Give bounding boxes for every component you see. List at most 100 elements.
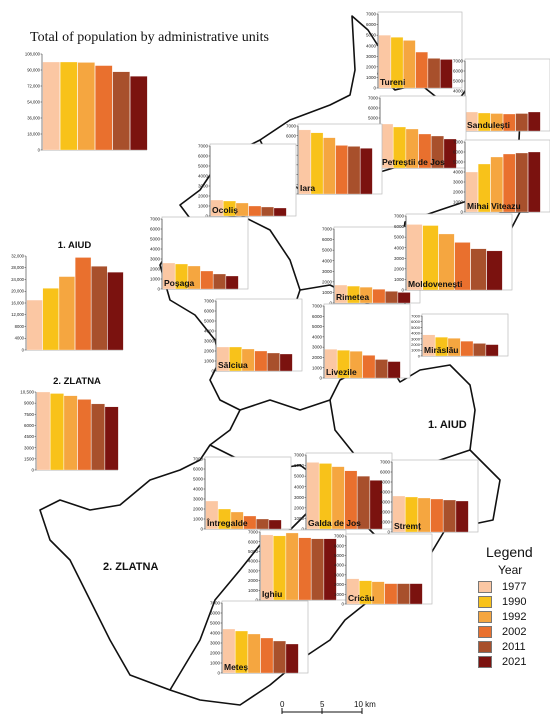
- y-tick-label: 1000: [248, 588, 259, 593]
- y-tick-label: 4000: [204, 329, 215, 334]
- chart-ocolis: 7000 6000 5000 4000 3000 2000 1000 0 Ocoliș: [198, 144, 297, 219]
- y-tick-label: 0: [329, 301, 332, 306]
- y-tick-label: 28,000: [11, 265, 24, 270]
- legend-title: Legend: [486, 544, 533, 560]
- y-tick-label: 2000: [204, 349, 215, 354]
- bar-2002: [418, 133, 432, 169]
- bar-2011: [385, 291, 398, 304]
- legend-swatch: [478, 580, 492, 593]
- y-tick-label: 5000: [210, 621, 221, 626]
- legend-swatch: [478, 640, 492, 653]
- bar-1992: [187, 265, 201, 290]
- y-tick-label: 8000: [15, 324, 25, 329]
- bar-1977: [306, 462, 320, 530]
- y-tick-label: 7000: [453, 140, 464, 145]
- y-tick-label: 0: [341, 602, 344, 607]
- bar-1990: [435, 336, 448, 357]
- bar-2002: [454, 242, 471, 291]
- y-tick-label: 7500: [24, 412, 35, 417]
- scale-label: 0: [280, 700, 285, 709]
- chart-moldovenesti: 7000 6000 5000 4000 3000 2000 1000 0 Moldoveneșt…: [394, 214, 513, 293]
- y-tick-label: 6000: [368, 106, 379, 111]
- y-tick-label: 72,000: [27, 83, 40, 88]
- chart-label-miraslau: Mirăslău: [424, 345, 459, 355]
- chart-rimetea: 7000 6000 5000 4000 3000 2000 1000 0 Rimetea: [322, 227, 421, 306]
- y-tick-label: 1000: [193, 517, 204, 522]
- bar-2021: [485, 344, 499, 357]
- scale-bar-graphic: [281, 708, 363, 714]
- bar-1977: [465, 171, 479, 213]
- bar-1990: [390, 37, 404, 89]
- y-tick-label: 2000: [453, 190, 464, 195]
- y-tick-label: 108,000: [25, 51, 41, 56]
- bar-2002: [362, 355, 376, 379]
- legend-item: 2021: [478, 654, 548, 669]
- scale-bar: 0 5 10 km: [270, 700, 410, 720]
- bar-2021: [273, 207, 287, 217]
- bar-1990: [229, 346, 242, 372]
- y-tick-label: 1000: [198, 204, 209, 209]
- y-tick-label: 6000: [294, 463, 305, 468]
- y-tick-label: 1000: [334, 592, 345, 597]
- legend-item: 1977: [478, 579, 548, 594]
- bar-1992: [359, 286, 373, 304]
- y-tick-label: 4000: [15, 336, 25, 341]
- y-tick-label: 4000: [380, 490, 391, 495]
- bar-1992: [58, 276, 75, 351]
- y-tick-label: 6000: [312, 314, 323, 319]
- bar-1977: [210, 199, 224, 217]
- y-tick-label: 90,000: [27, 67, 40, 72]
- bar-2021: [323, 538, 337, 601]
- bar-2021: [268, 519, 282, 530]
- bar-1977: [260, 534, 274, 601]
- bar-2011: [515, 113, 529, 132]
- y-tick-label: 0: [418, 353, 421, 358]
- y-tick-label: 4000: [294, 484, 305, 489]
- legend-swatch: [478, 610, 492, 623]
- bar-1992: [349, 351, 363, 379]
- y-tick-label: 1000: [312, 365, 323, 370]
- y-tick-label: 0: [31, 468, 34, 473]
- y-tick-label: 3000: [380, 500, 391, 505]
- bar-1992: [77, 62, 95, 151]
- y-tick-label: 2000: [411, 342, 421, 347]
- y-tick-label: 1000: [453, 200, 464, 205]
- bar-1990: [310, 132, 324, 195]
- y-tick-label: 3000: [24, 445, 35, 450]
- y-tick-label: 6000: [286, 133, 297, 138]
- y-tick-label: 0: [200, 527, 203, 532]
- y-tick-label: 3000: [193, 497, 204, 502]
- bar-1977: [334, 284, 348, 304]
- y-tick-label: 1000: [322, 290, 333, 295]
- y-tick-label: 6000: [411, 319, 421, 324]
- bar-1992: [331, 466, 345, 530]
- y-tick-label: 3000: [334, 572, 345, 577]
- y-tick-label: 24,000: [11, 277, 24, 282]
- chart-stremt: 7000 6000 5000 4000 3000 2000 1000 0 Stremț: [380, 460, 479, 535]
- y-tick-label: 0: [401, 288, 404, 293]
- bar-2002: [502, 113, 516, 132]
- bar-1992: [285, 532, 299, 601]
- y-tick-label: 6000: [322, 237, 333, 242]
- y-tick-label: 6000: [380, 470, 391, 475]
- y-tick-label: 5000: [294, 474, 305, 479]
- legend-item: 1990: [478, 594, 548, 609]
- y-tick-label: 7000: [394, 214, 405, 219]
- bar-2011: [347, 146, 361, 195]
- y-tick-label: 0: [205, 214, 208, 219]
- bar-2002: [243, 515, 257, 530]
- chart-label-ocolis: Ocoliș: [212, 205, 238, 215]
- bar-1977: [392, 495, 406, 533]
- legend-item: 1992: [478, 609, 548, 624]
- chart-label-posaga: Poșaga: [164, 278, 195, 288]
- chart-label-rimetea: Rimetea: [336, 292, 369, 302]
- chart-label-iara: Iara: [300, 183, 315, 193]
- bar-2002: [335, 145, 348, 195]
- y-tick-label: 3000: [294, 495, 305, 500]
- scale-label: 5: [320, 700, 325, 709]
- chart-label-2-zlatna: 2. ZLATNA: [53, 376, 101, 387]
- bar-1990: [337, 350, 350, 379]
